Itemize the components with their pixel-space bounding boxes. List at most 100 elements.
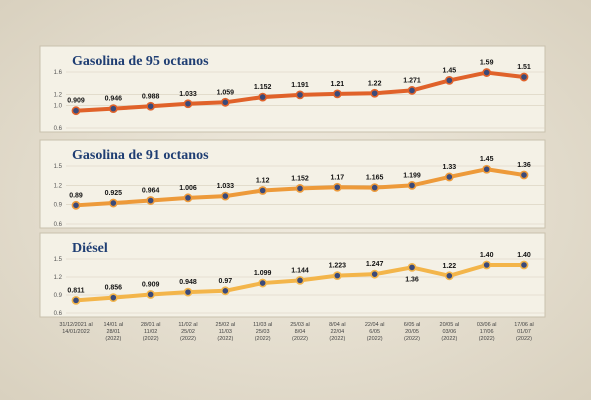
x-tick-label: 11/03 al 25/03 (2022) (253, 322, 272, 342)
panel-background (39, 139, 546, 229)
data-point (370, 269, 380, 279)
data-point (482, 260, 492, 270)
data-point (444, 172, 454, 182)
x-tick-label: 31/12/2021 al 14/01/2022 (59, 322, 92, 335)
data-label: 1.17 (331, 174, 345, 181)
data-point (519, 170, 529, 180)
data-point (407, 262, 417, 272)
data-point (220, 97, 230, 107)
data-label: 1.247 (366, 261, 384, 268)
data-label: 1.033 (217, 183, 235, 190)
data-point (482, 68, 492, 77)
x-axis: 31/12/2021 al 14/01/2022 14/01 al 28/01 (202… (59, 322, 533, 342)
y-tick-label: 1.6 (54, 70, 63, 76)
data-label: 0.89 (69, 192, 83, 199)
data-label: 1.22 (368, 80, 382, 87)
data-label: 0.97 (219, 278, 233, 285)
data-label: 1.033 (179, 91, 197, 98)
data-point (71, 295, 81, 305)
data-point (220, 191, 230, 201)
data-label: 0.948 (179, 279, 197, 286)
chart-panel: Gasolina de 95 octanos 0.6 1.0 1.2 1.6 0.909 0… (39, 45, 546, 133)
data-label: 1.152 (291, 175, 309, 182)
data-label: 1.152 (254, 84, 272, 91)
data-point (71, 106, 81, 116)
chart-title: Gasolina de 91 octanos (72, 148, 209, 163)
x-tick-label: 11/02 al 25/02 (2022) (178, 322, 197, 342)
data-point (370, 183, 380, 192)
data-label: 1.099 (254, 270, 272, 277)
data-point (295, 184, 305, 193)
chart-panel: Diésel 0.6 0.9 1.2 1.5 0.811 0.856 0.909 0.948 0.… (39, 232, 546, 318)
x-tick-label: 8/04 al 22/04 (2022) (329, 322, 346, 342)
data-point (407, 180, 417, 190)
data-label: 0.946 (105, 96, 123, 103)
y-tick-label: 0.9 (54, 203, 63, 209)
data-point (220, 286, 230, 296)
data-point (482, 164, 492, 174)
data-point (146, 101, 156, 111)
data-label: 1.40 (517, 252, 531, 259)
y-tick-label: 1.5 (54, 164, 63, 170)
data-label: 1.006 (179, 185, 197, 192)
y-tick-label: 0.6 (54, 126, 63, 132)
data-label: 1.36 (405, 276, 419, 283)
data-label: 0.909 (142, 281, 160, 288)
data-point (108, 104, 118, 114)
data-label: 1.22 (443, 263, 457, 270)
data-label: 1.199 (403, 172, 421, 179)
data-point (332, 271, 342, 281)
chart-title: Diésel (72, 241, 108, 256)
data-label: 1.59 (480, 60, 494, 67)
x-tick-label: 20/05 al 03/06 (2022) (440, 322, 460, 342)
data-point (108, 293, 118, 303)
data-point (444, 76, 454, 85)
data-label: 0.925 (105, 190, 123, 197)
data-point (146, 290, 156, 299)
data-label: 1.51 (517, 64, 531, 71)
data-label: 0.988 (142, 93, 160, 100)
x-tick-label: 25/03 al 8/04 (2022) (290, 322, 310, 342)
y-tick-label: 1.2 (54, 183, 63, 189)
x-tick-label: 22/04 al 6/05 (2022) (365, 322, 385, 342)
x-tick-label: 6/05 al 20/05 (2022) (404, 322, 421, 342)
data-label: 1.45 (480, 156, 494, 163)
data-label: 0.811 (67, 287, 84, 294)
y-tick-label: 1.5 (54, 257, 63, 263)
data-label: 1.191 (291, 82, 309, 89)
data-label: 1.165 (366, 175, 384, 182)
data-point (407, 86, 417, 95)
data-point (332, 182, 342, 192)
data-label: 1.223 (329, 263, 347, 270)
y-tick-label: 1.2 (54, 92, 63, 98)
y-tick-label: 0.6 (54, 222, 63, 228)
data-point (183, 287, 193, 297)
data-label: 1.271 (403, 77, 421, 84)
x-tick-label: 03/06 al 17/06 (2022) (477, 322, 497, 342)
data-label: 0.856 (105, 285, 123, 292)
data-point (332, 89, 342, 99)
data-label: 1.059 (217, 89, 235, 96)
x-tick-label: 14/01 al 28/01 (2022) (104, 322, 124, 342)
y-tick-label: 0.6 (54, 311, 63, 317)
x-tick-label: 28/01 al 11/02 (2022) (141, 322, 161, 342)
data-label: 0.964 (142, 188, 160, 195)
x-tick-label: 25/02 al 11/03 (2022) (216, 322, 236, 342)
data-label: 1.36 (517, 162, 531, 169)
data-point (444, 271, 454, 281)
chart-panel: Gasolina de 91 octanos 0.6 0.9 1.2 1.5 0.89 0.… (39, 139, 546, 229)
data-point (183, 99, 193, 109)
data-label: 1.33 (443, 164, 457, 171)
data-label: 1.40 (480, 252, 494, 259)
panel-background (39, 45, 546, 133)
x-tick-label: 17/06 al 01/07 (2022) (514, 322, 534, 342)
y-tick-label: 0.9 (54, 293, 63, 299)
data-label: 1.12 (256, 177, 270, 184)
panel-background (39, 232, 546, 318)
data-point (71, 200, 81, 210)
data-point (258, 278, 268, 288)
y-tick-label: 1.0 (54, 104, 63, 110)
data-point (146, 196, 156, 205)
data-point (258, 186, 268, 195)
